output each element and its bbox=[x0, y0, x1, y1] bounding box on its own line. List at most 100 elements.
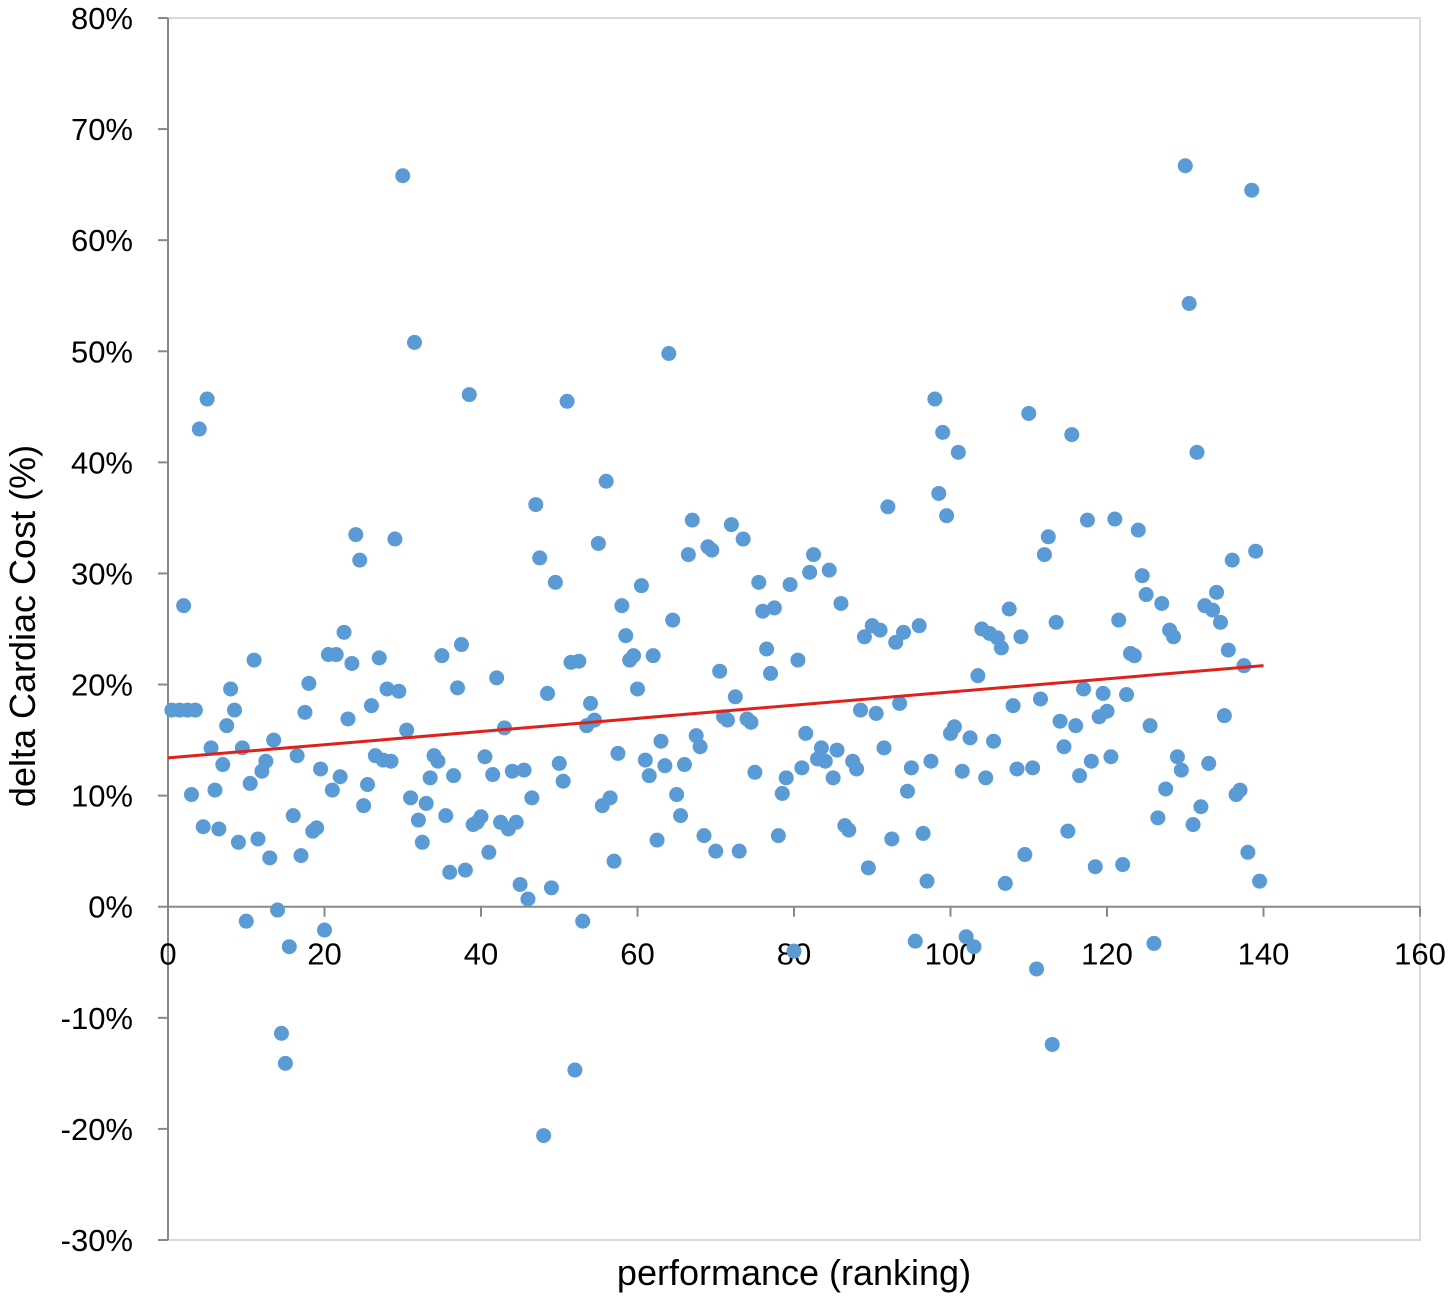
data-point bbox=[1111, 612, 1127, 628]
data-point bbox=[704, 542, 720, 558]
data-point bbox=[856, 629, 872, 645]
data-point bbox=[731, 843, 747, 859]
data-point bbox=[496, 720, 512, 736]
data-point bbox=[1107, 511, 1123, 527]
data-point bbox=[676, 757, 692, 773]
data-point bbox=[555, 773, 571, 789]
data-point bbox=[1064, 427, 1080, 443]
data-point bbox=[884, 831, 900, 847]
y-tick-label: -20% bbox=[61, 1112, 133, 1147]
data-point bbox=[371, 650, 387, 666]
data-point bbox=[802, 564, 818, 580]
data-point bbox=[1209, 584, 1225, 600]
data-point bbox=[344, 655, 360, 671]
data-point bbox=[755, 603, 771, 619]
data-point bbox=[915, 825, 931, 841]
y-tick-label: 30% bbox=[71, 556, 133, 591]
data-point bbox=[1001, 601, 1017, 617]
data-point bbox=[540, 685, 556, 701]
data-point bbox=[735, 531, 751, 547]
data-point bbox=[1095, 685, 1111, 701]
data-point bbox=[1185, 817, 1201, 833]
data-point bbox=[203, 740, 219, 756]
data-point bbox=[833, 595, 849, 611]
data-point bbox=[403, 790, 419, 806]
data-point bbox=[1103, 749, 1119, 765]
data-point bbox=[1017, 847, 1033, 863]
data-point bbox=[1138, 587, 1154, 603]
data-point bbox=[1244, 182, 1260, 198]
data-point bbox=[1212, 614, 1228, 630]
data-point bbox=[829, 742, 845, 758]
data-point bbox=[187, 702, 203, 718]
data-point bbox=[485, 767, 501, 783]
data-point bbox=[1087, 859, 1103, 875]
data-point bbox=[798, 725, 814, 741]
data-point bbox=[860, 860, 876, 876]
data-point bbox=[1060, 823, 1076, 839]
data-point bbox=[297, 704, 313, 720]
data-point bbox=[637, 752, 653, 768]
data-point bbox=[1224, 552, 1240, 568]
data-point bbox=[876, 740, 892, 756]
data-point bbox=[813, 740, 829, 756]
data-point bbox=[450, 680, 466, 696]
data-point bbox=[528, 497, 544, 513]
data-point bbox=[395, 168, 411, 184]
data-point bbox=[1068, 718, 1084, 734]
data-point bbox=[907, 933, 923, 949]
y-tick-label: 50% bbox=[71, 334, 133, 369]
data-point bbox=[1056, 739, 1072, 755]
data-point bbox=[919, 873, 935, 889]
x-axis-title: performance (ranking) bbox=[617, 1252, 971, 1293]
data-point bbox=[618, 628, 634, 644]
data-point bbox=[849, 761, 865, 777]
data-point bbox=[1040, 529, 1056, 545]
data-point bbox=[1248, 543, 1264, 559]
data-point bbox=[293, 848, 309, 864]
x-tick-label: 60 bbox=[620, 937, 654, 972]
data-points bbox=[164, 158, 1268, 1144]
data-point bbox=[183, 787, 199, 803]
data-point bbox=[583, 695, 599, 711]
data-point bbox=[1193, 799, 1209, 815]
data-point bbox=[406, 334, 422, 350]
data-point bbox=[661, 345, 677, 361]
data-point bbox=[841, 822, 857, 838]
data-point bbox=[551, 755, 567, 771]
data-point bbox=[313, 761, 329, 777]
data-point bbox=[782, 577, 798, 593]
data-point bbox=[770, 828, 786, 844]
data-point bbox=[1177, 158, 1193, 174]
data-point bbox=[997, 875, 1013, 891]
data-point bbox=[766, 600, 782, 616]
data-point bbox=[477, 749, 493, 765]
data-point bbox=[317, 922, 332, 938]
data-point bbox=[332, 769, 348, 785]
data-point bbox=[1048, 614, 1064, 630]
data-point bbox=[786, 943, 802, 959]
data-point bbox=[1036, 547, 1052, 563]
data-point bbox=[1130, 522, 1146, 538]
data-point bbox=[285, 808, 301, 824]
data-point bbox=[939, 508, 955, 524]
data-point bbox=[571, 653, 587, 669]
data-point bbox=[1013, 629, 1029, 645]
data-point bbox=[1252, 873, 1268, 889]
data-point bbox=[281, 939, 297, 955]
y-tick-label: 80% bbox=[71, 1, 133, 36]
y-tick-label: 60% bbox=[71, 223, 133, 258]
data-point bbox=[176, 598, 192, 614]
data-point bbox=[1021, 405, 1037, 421]
data-point bbox=[1005, 698, 1021, 714]
data-point bbox=[954, 763, 970, 779]
data-point bbox=[547, 574, 563, 590]
data-point bbox=[262, 850, 278, 866]
data-point bbox=[383, 753, 399, 769]
data-point bbox=[227, 702, 243, 718]
data-point bbox=[614, 598, 630, 614]
data-point bbox=[277, 1055, 293, 1071]
data-point bbox=[348, 527, 364, 543]
data-point bbox=[481, 844, 497, 860]
